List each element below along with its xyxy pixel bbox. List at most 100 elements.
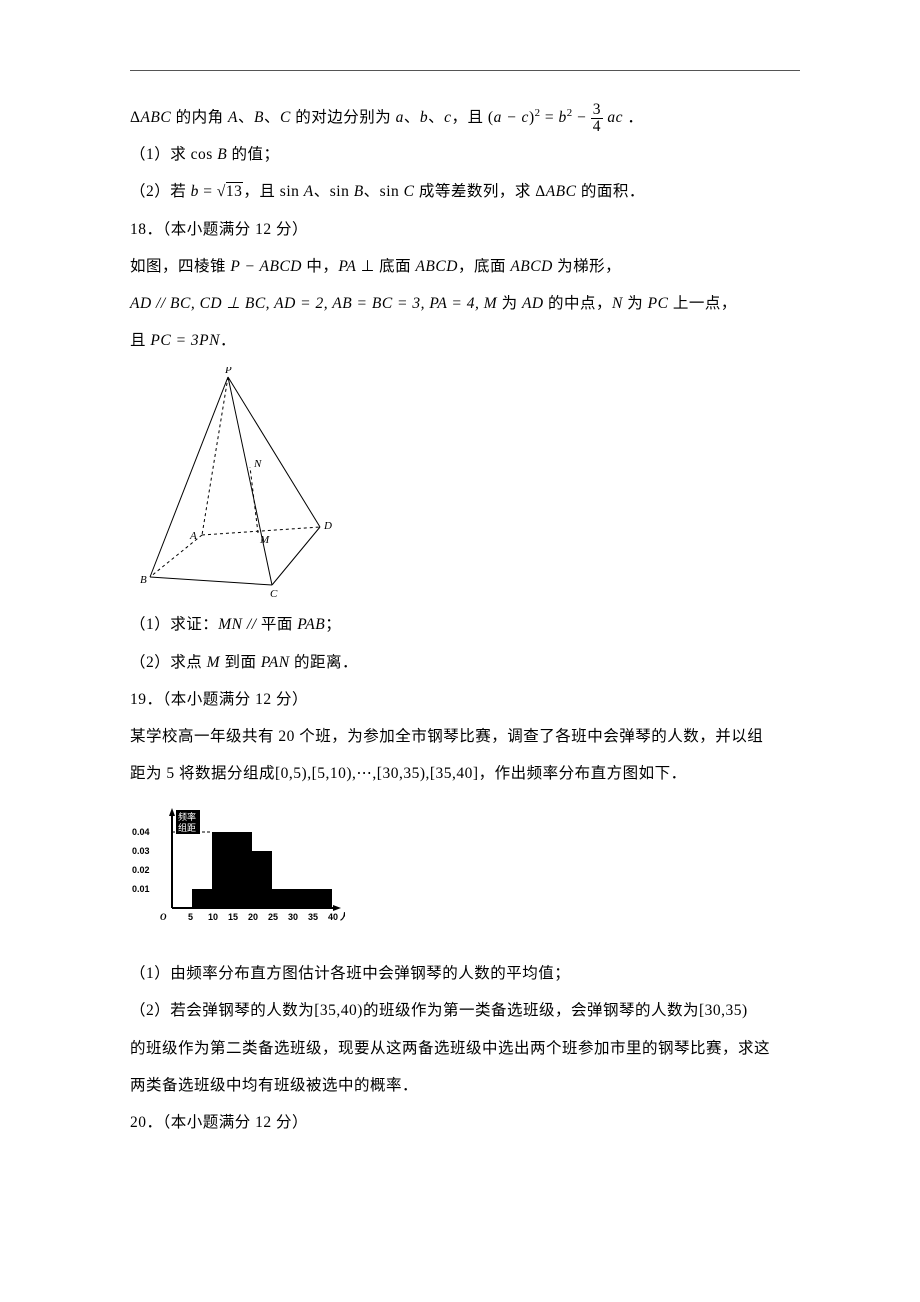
dot: ． [220,332,236,349]
pc: PC [648,295,669,312]
q17-stem: ΔABC 的内角 A、B、C 的对边分别为 a、b、c，且 (a − c)2 =… [130,99,800,136]
t: 到面 [220,654,261,671]
abcd: ABCD [415,258,457,275]
b: b [420,109,428,126]
svg-text:人数: 人数 [339,911,345,922]
q18-l2: AD // BC, CD ⊥ BC, AD = 2, AB = BC = 3, … [130,285,800,322]
svg-text:15: 15 [228,912,238,922]
svg-text:M: M [259,534,270,546]
tail: 的面积． [577,183,645,200]
q18-header: 18．（本小题满分 12 分） [130,211,800,248]
ad: AD [522,295,544,312]
sq: 2 [567,107,573,119]
q19-p1: （1）由频率分布直方图估计各班中会弹钢琴的人数的平均值； [130,955,800,992]
q18-l1: 如图，四棱锥 P − ABCD 中，PA ⊥ 底面 ABCD，底面 ABCD 为… [130,248,800,285]
t: （2）若会弹钢琴的人数为 [130,1002,314,1019]
t: ，作出频率分布直方图如下． [479,765,687,782]
t: 为 [497,295,522,312]
frac-3-4: 34 [591,102,603,134]
t: 的对边分别为 [291,109,396,126]
svg-text:5: 5 [188,912,193,922]
sq: 2 [535,107,541,119]
svg-text:频率: 频率 [178,811,196,822]
int: [30,35) [699,1002,748,1019]
a-minus-c: a − c [494,109,529,126]
sqrt-icon: √ [217,183,226,200]
eq: = [545,109,559,126]
q18-p1: （1）求证：MN // 平面 PAB； [130,606,800,643]
t: 的班级作为第一类备选班级，会弹钢琴的人数为 [363,1002,699,1019]
pa: PA [338,258,356,275]
sep: 、 [404,109,420,126]
q17-p1: （1）求 cos B 的值； [130,136,800,173]
PAN: PAN [261,654,290,671]
tri-abc: ABC [140,109,171,126]
svg-text:D: D [323,520,332,532]
t: 如图，四棱锥 [130,258,230,275]
sep: 、 [238,109,254,126]
page: ΔABC 的内角 A、B、C 的对边分别为 a、b、c，且 (a − c)2 =… [0,0,920,1201]
q19-l1: 某学校高一年级共有 20 个班，为参加全市钢琴比赛，调查了各班中会弹琴的人数，并… [130,718,800,755]
b: b [559,109,567,126]
semi: ； [325,616,341,633]
histogram-svg: 频率组距0.040.030.020.01510152025303540O人数 [130,804,345,934]
t: 为 [623,295,648,312]
q19-p2a: （2）若会弹钢琴的人数为[35,40)的班级作为第一类备选班级，会弹钢琴的人数为… [130,992,800,1029]
plane: 平面 [261,616,297,633]
label: （1）求 [130,146,191,163]
sep: 、 [428,109,444,126]
eq: PC = 3PN [150,332,220,349]
q18-p2: （2）求点 M 到面 PAN 的距离． [130,644,800,681]
A: A [228,109,238,126]
num: 3 [591,102,603,119]
delta: Δ [130,109,140,126]
t: 中， [302,258,338,275]
svg-text:O: O [160,912,167,922]
eq: = [199,183,217,200]
svg-text:B: B [140,574,147,586]
svg-text:25: 25 [268,912,278,922]
svg-text:组距: 组距 [178,822,196,833]
label: （2）求点 [130,654,207,671]
svg-text:0.01: 0.01 [132,884,150,894]
q19-p4: 两类备选班级中均有班级被选中的概率． [130,1067,800,1104]
t: ，底面 [458,258,510,275]
den: 4 [591,119,603,135]
ac: ac [607,109,623,126]
svg-text:P: P [224,367,232,376]
svg-text:40: 40 [328,912,338,922]
svg-text:35: 35 [308,912,318,922]
q18-l3: 且 PC = 3PN． [130,322,800,359]
t: ，且 [243,183,279,200]
svg-text:0.04: 0.04 [132,827,150,837]
abcd: ABCD [510,258,552,275]
t: 的内角 [171,109,228,126]
dot: ． [627,109,643,126]
svg-text:0.03: 0.03 [132,846,150,856]
mn-par: MN // [218,616,261,633]
M: M [207,654,220,671]
c: c [444,109,451,126]
eqs: AD // BC, CD ⊥ BC, AD = 2, AB = BC = 3, … [130,295,497,312]
q18-figure: PABCDMN [140,367,800,602]
C: C [280,109,291,126]
q19-header: 19．（本小题满分 12 分） [130,681,800,718]
a: a [396,109,404,126]
tail: 的值； [227,146,279,163]
B: B [254,109,264,126]
comma: ， [452,109,468,126]
q19-p3: 的班级作为第二类备选班级，现要从这两备选班级中选出两个班参加市里的钢琴比赛，求这 [130,1030,800,1067]
t: 距为 5 将数据分组成 [130,765,275,782]
minus: − [577,109,591,126]
t: 成等差数列，求 [414,183,535,200]
q17-p2: （2）若 b = √13，且 sin A、sin B、sin C 成等差数列，求… [130,173,800,210]
svg-text:A: A [189,530,197,542]
svg-text:30: 30 [288,912,298,922]
t: 且 [130,332,150,349]
sqrt-arg: 13 [226,182,244,200]
pab: PAB [297,616,325,633]
svg-text:20: 20 [248,912,258,922]
N: N [612,295,623,312]
svg-text:C: C [270,588,278,597]
and: 且 [468,109,484,126]
